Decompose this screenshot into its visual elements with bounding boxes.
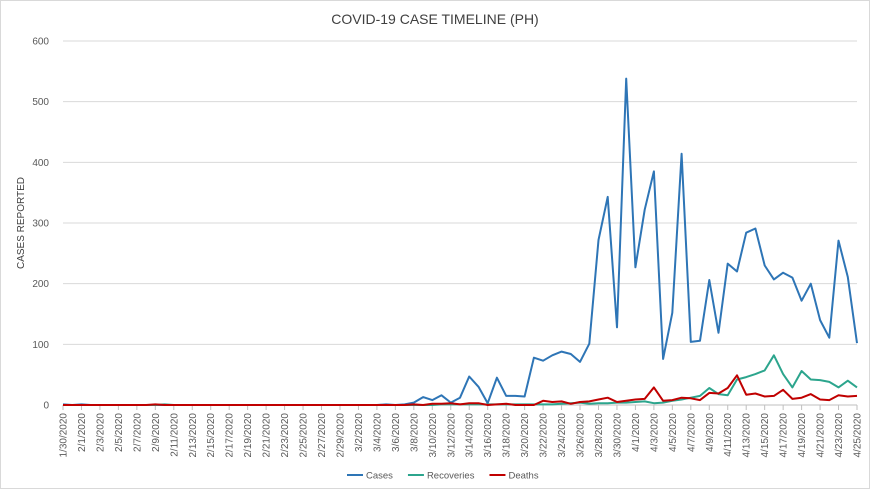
- series-line-deaths: [63, 374, 858, 406]
- x-tick-label: 4/23/2020: [834, 413, 845, 458]
- x-tick-label: 3/6/2020: [391, 413, 402, 452]
- x-tick-label: 3/20/2020: [520, 413, 531, 458]
- x-tick-label: 3/18/2020: [502, 413, 513, 458]
- x-tick-label: 4/15/2020: [760, 413, 771, 458]
- x-tick-label: 2/9/2020: [151, 413, 162, 452]
- x-tick-label: 2/21/2020: [262, 413, 273, 458]
- y-tick-label: 300: [32, 219, 49, 230]
- x-tick-label: 4/17/2020: [779, 413, 790, 458]
- legend-label: Cases: [366, 471, 393, 482]
- x-tick-label: 3/8/2020: [409, 413, 420, 452]
- x-tick-label: 2/7/2020: [132, 413, 143, 452]
- x-tick-label: 2/13/2020: [188, 413, 199, 458]
- x-tick-label: 4/11/2020: [723, 413, 734, 457]
- x-tick-label: 4/3/2020: [649, 413, 660, 452]
- y-axis-title: CASES REPORTED: [16, 177, 27, 269]
- x-tick-label: 2/3/2020: [95, 413, 106, 452]
- x-tick-label: 4/21/2020: [816, 413, 827, 458]
- x-tick-label: 3/26/2020: [576, 413, 587, 458]
- y-tick-label: 0: [43, 401, 49, 412]
- y-axis-ticks: 0 100 200 300 400 500 600: [32, 37, 49, 412]
- x-tick-label: 2/5/2020: [114, 413, 125, 452]
- x-axis-ticks: 1/30/2020 2/1/2020 2/3/2020 2/5/2020 2/7/202…: [59, 405, 864, 458]
- x-tick-label: 3/22/2020: [539, 413, 550, 458]
- x-tick-label: 3/30/2020: [612, 413, 623, 458]
- series-lines: [62, 77, 858, 406]
- legend-item-cases: Cases: [347, 471, 393, 482]
- series-line-cases: [62, 77, 858, 406]
- legend-label: Deaths: [508, 471, 538, 482]
- x-tick-label: 3/14/2020: [465, 413, 476, 458]
- legend: Cases Recoveries Deaths: [347, 471, 539, 482]
- x-tick-label: 1/30/2020: [59, 413, 70, 458]
- x-tick-label: 2/27/2020: [317, 413, 328, 458]
- legend-label: Recoveries: [427, 471, 475, 482]
- gridlines: [63, 40, 857, 406]
- x-tick-label: 2/1/2020: [77, 413, 88, 452]
- y-tick-label: 500: [32, 97, 49, 108]
- legend-item-deaths: Deaths: [489, 471, 539, 482]
- x-tick-label: 4/13/2020: [742, 413, 753, 458]
- x-tick-label: 4/1/2020: [631, 413, 642, 452]
- chart-title: COVID-19 CASE TIMELINE (PH): [331, 11, 538, 27]
- x-tick-label: 2/19/2020: [243, 413, 254, 458]
- x-tick-label: 2/23/2020: [280, 413, 291, 458]
- x-tick-label: 3/12/2020: [446, 413, 457, 458]
- x-tick-label: 2/29/2020: [335, 413, 346, 458]
- x-tick-label: 4/19/2020: [797, 413, 808, 458]
- y-tick-label: 200: [32, 279, 49, 290]
- x-tick-label: 2/17/2020: [225, 413, 236, 458]
- x-tick-label: 2/15/2020: [206, 413, 217, 458]
- x-tick-label: 2/25/2020: [299, 413, 310, 458]
- y-tick-label: 400: [32, 158, 49, 169]
- x-tick-label: 3/28/2020: [594, 413, 605, 458]
- x-tick-label: 3/10/2020: [428, 413, 439, 458]
- x-tick-label: 3/4/2020: [372, 413, 383, 452]
- x-tick-label: 4/25/2020: [853, 413, 864, 458]
- x-tick-label: 4/9/2020: [705, 413, 716, 452]
- x-tick-label: 3/16/2020: [483, 413, 494, 458]
- legend-item-recoveries: Recoveries: [407, 471, 475, 482]
- y-tick-label: 600: [32, 37, 49, 48]
- x-tick-label: 3/2/2020: [354, 413, 365, 452]
- x-tick-label: 4/7/2020: [686, 413, 697, 452]
- x-tick-label: 4/5/2020: [668, 413, 679, 452]
- x-tick-label: 3/24/2020: [557, 413, 568, 458]
- x-tick-label: 2/11/2020: [169, 413, 180, 457]
- y-tick-label: 100: [32, 340, 49, 351]
